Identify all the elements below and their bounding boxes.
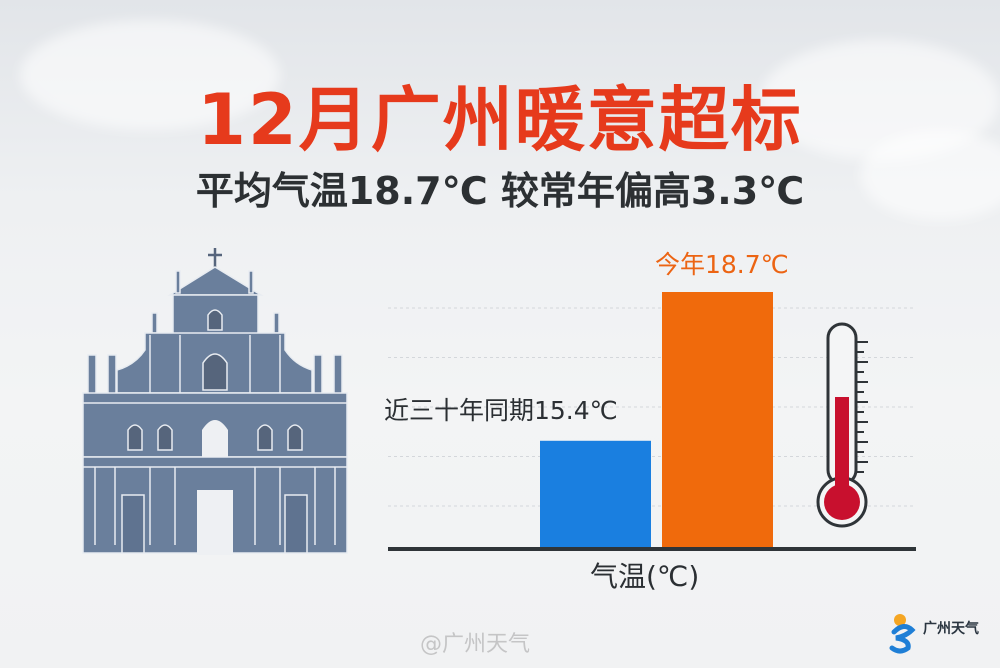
thermometer-icon <box>816 322 868 528</box>
cloud <box>20 20 280 130</box>
guangzhou-weather-logo-icon <box>889 614 916 654</box>
page-subtitle: 平均气温18.7℃ 较常年偏高3.3℃ <box>195 169 805 213</box>
bar-this-year <box>662 292 773 549</box>
bar-30yr-average <box>540 440 651 549</box>
cloud <box>860 130 1000 220</box>
ruins-of-st-paul-icon <box>82 248 348 555</box>
x-axis-label: 气温(℃) <box>590 560 700 593</box>
logo-text: 广州天气 <box>923 621 979 637</box>
bar-label-this-year: 今年18.7℃ <box>655 250 789 279</box>
page-title: 12月广州暖意超标 <box>197 79 803 161</box>
weibo-watermark: @广州天气 <box>420 632 531 657</box>
bar-label-30yr-average: 近三十年同期15.4℃ <box>384 396 618 425</box>
